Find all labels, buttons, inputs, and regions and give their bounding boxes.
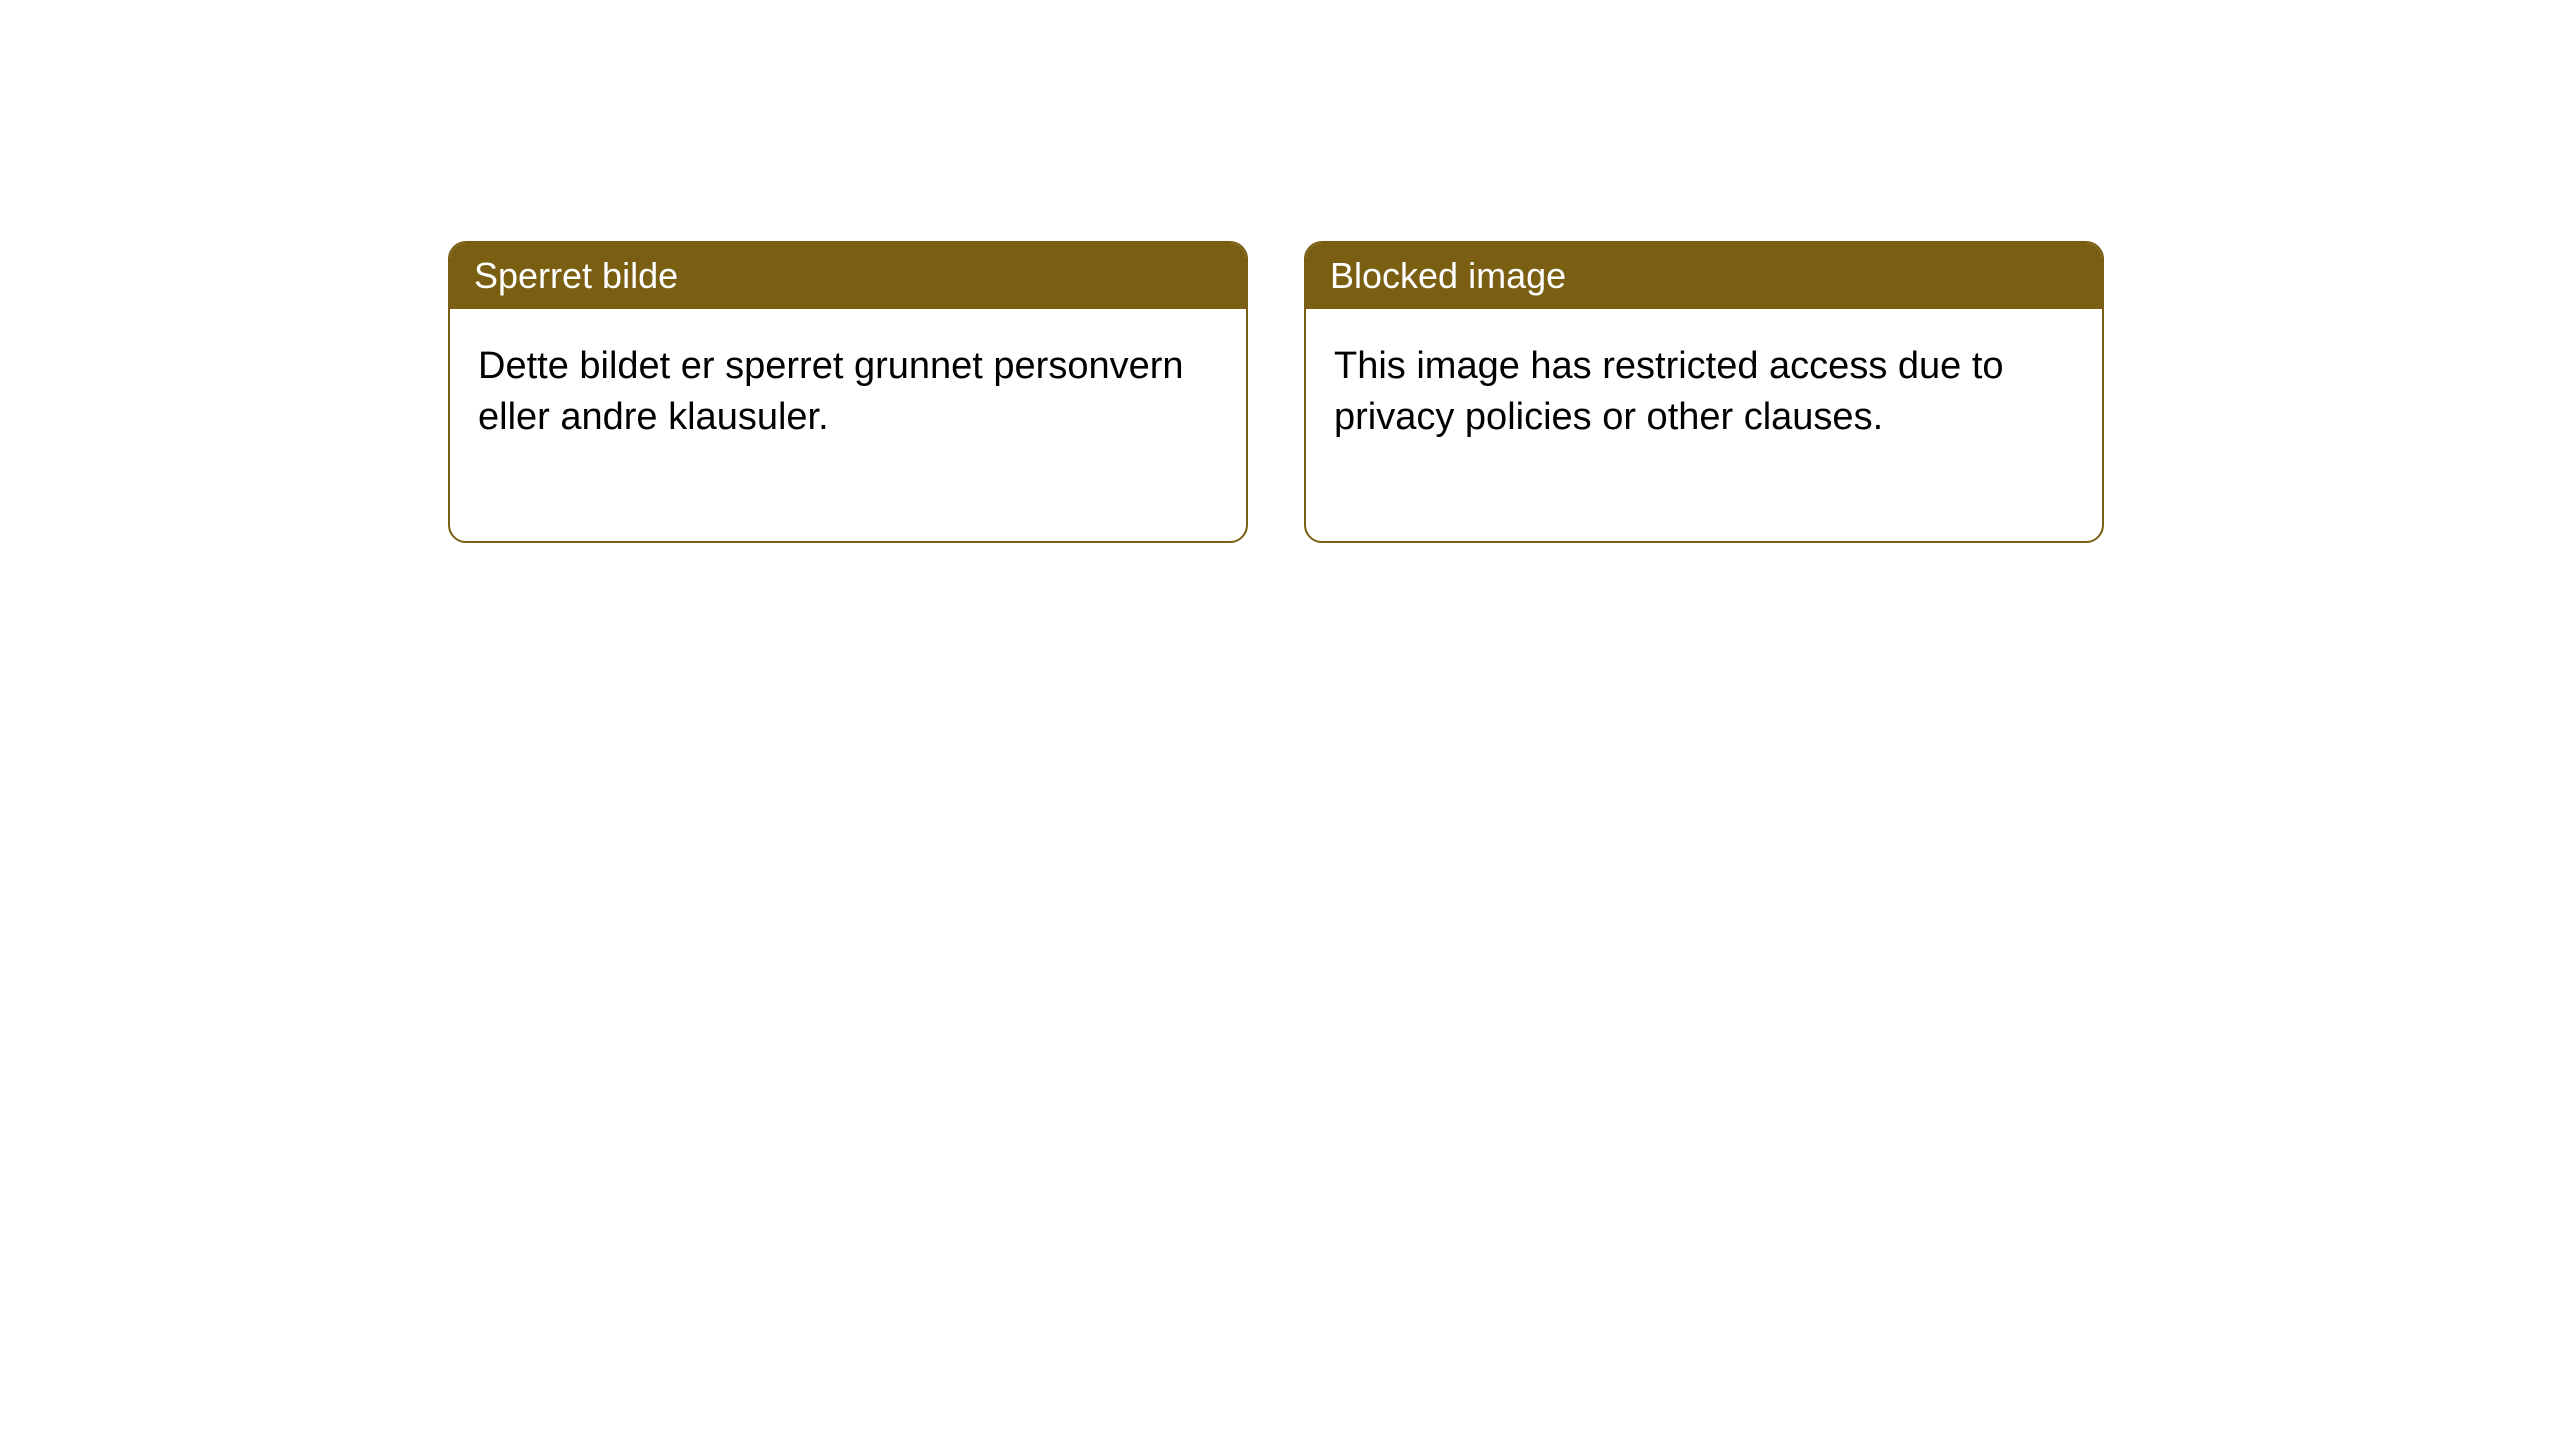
notice-header-english: Blocked image [1306,243,2102,309]
notice-header-norwegian: Sperret bilde [450,243,1246,309]
notice-card-norwegian: Sperret bilde Dette bildet er sperret gr… [448,241,1248,543]
notice-card-english: Blocked image This image has restricted … [1304,241,2104,543]
notice-body-english: This image has restricted access due to … [1306,309,2102,541]
notice-container: Sperret bilde Dette bildet er sperret gr… [448,241,2104,543]
notice-body-norwegian: Dette bildet er sperret grunnet personve… [450,309,1246,541]
